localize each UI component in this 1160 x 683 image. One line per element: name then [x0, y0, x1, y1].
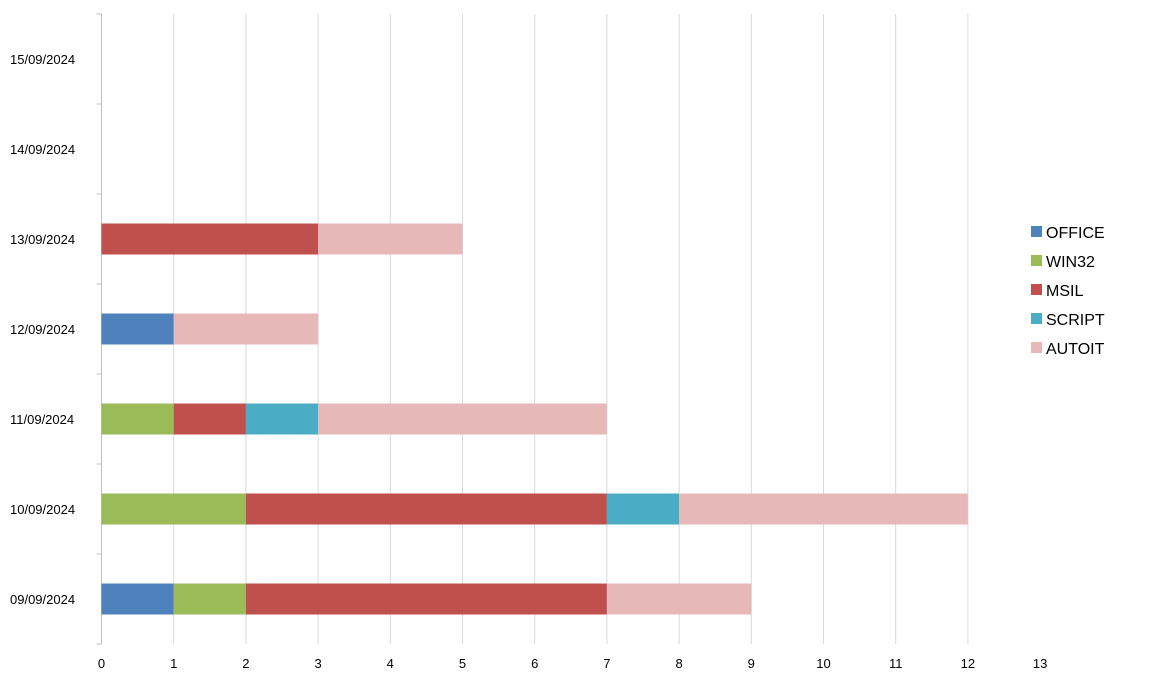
x-tick-label: 8 — [675, 656, 682, 671]
gridlines — [173, 14, 969, 644]
bar-win32-09-09-2024 — [173, 583, 246, 615]
legend: OFFICE WIN32 MSIL SCRIPT AUTOIT — [1031, 225, 1105, 358]
x-tick-label: 9 — [748, 656, 755, 671]
legend-label-win32: WIN32 — [1046, 254, 1095, 271]
axis-labels: 09/09/2024 10/09/2024 11/09/2024 12/09/2024… — [10, 52, 1047, 671]
y-tick-label: 11/09/2024 — [10, 412, 74, 427]
bar-win32-10-09-2024 — [101, 493, 246, 525]
y-tick-label: 12/09/2024 — [10, 322, 75, 337]
x-tick-label: 0 — [98, 656, 105, 671]
x-tick-label: 2 — [242, 656, 249, 671]
legend-swatch-msil — [1031, 284, 1042, 295]
bar-office-09-09-2024 — [101, 583, 174, 615]
legend-swatch-office — [1031, 226, 1042, 237]
bar-autoit-12-09-2024 — [173, 313, 319, 345]
legend-swatch-script — [1031, 313, 1042, 324]
legend-label-office: OFFICE — [1046, 225, 1105, 242]
axes — [96, 13, 102, 645]
legend-swatch-autoit — [1031, 342, 1042, 353]
bar-autoit-09-09-2024 — [606, 583, 752, 615]
x-tick-label: 7 — [603, 656, 610, 671]
bar-msil-13-09-2024 — [101, 223, 319, 255]
bar-msil-09-09-2024 — [245, 583, 607, 615]
bar-script-11-09-2024 — [245, 403, 319, 435]
x-tick-label: 12 — [961, 656, 975, 671]
bar-script-10-09-2024 — [606, 493, 680, 525]
bar-autoit-10-09-2024 — [679, 493, 968, 525]
bar-msil-11-09-2024 — [173, 403, 246, 435]
legend-label-script: SCRIPT — [1046, 312, 1105, 329]
x-tick-label: 10 — [816, 656, 830, 671]
y-tick-label: 15/09/2024 — [10, 52, 75, 67]
bar-office-12-09-2024 — [101, 313, 174, 345]
x-tick-label: 13 — [1033, 656, 1047, 671]
x-tick-label: 1 — [170, 656, 177, 671]
x-tick-label: 11 — [889, 656, 903, 671]
y-tick-label: 14/09/2024 — [10, 142, 75, 157]
y-tick-label: 10/09/2024 — [10, 502, 75, 517]
bar-msil-10-09-2024 — [245, 493, 607, 525]
x-tick-label: 4 — [387, 656, 394, 671]
bar-win32-11-09-2024 — [101, 403, 174, 435]
legend-swatch-win32 — [1031, 255, 1042, 266]
y-tick-label: 13/09/2024 — [10, 232, 75, 247]
bar-autoit-11-09-2024 — [318, 403, 607, 435]
bar-autoit-13-09-2024 — [318, 223, 463, 255]
y-tick-label: 09/09/2024 — [10, 592, 75, 607]
x-tick-label: 5 — [459, 656, 466, 671]
legend-label-autoit: AUTOIT — [1046, 341, 1105, 358]
x-tick-label: 6 — [531, 656, 538, 671]
legend-label-msil: MSIL — [1046, 283, 1083, 300]
bars — [101, 223, 968, 615]
x-tick-label: 3 — [314, 656, 321, 671]
